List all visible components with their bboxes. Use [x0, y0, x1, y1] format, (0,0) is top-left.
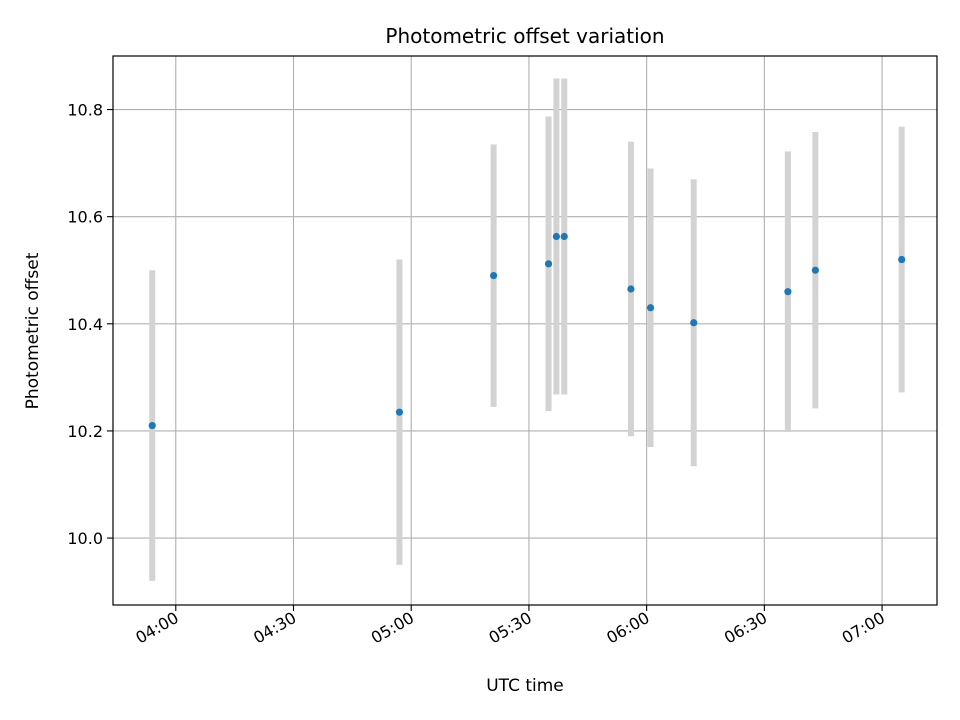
x-axis-label: UTC time: [486, 676, 564, 696]
data-point: [552, 232, 560, 241]
data-point: [627, 285, 635, 293]
data-point: [690, 319, 698, 327]
data-points: [148, 232, 906, 430]
y-tick-label: 10.8: [67, 101, 103, 120]
chart-title: Photometric offset variation: [385, 24, 664, 48]
data-point: [646, 304, 655, 312]
data-point: [560, 232, 568, 241]
data-point: [784, 288, 792, 296]
y-tick-label: 10.6: [67, 208, 103, 227]
data-point: [395, 408, 404, 416]
data-point: [898, 255, 906, 264]
y-axis-label: Photometric offset: [23, 252, 43, 409]
plot-frame: [112, 55, 938, 606]
y-tick-label: 10.4: [67, 315, 103, 334]
y-axis-ticks: 10.0 10.2 10.4 10.6 10.8: [67, 101, 113, 548]
data-point: [148, 421, 156, 430]
y-tick-label: 10.2: [67, 422, 103, 441]
data-point: [544, 260, 553, 268]
y-tick-label: 10.0: [67, 529, 103, 548]
data-point: [490, 272, 498, 280]
data-point: [811, 266, 819, 274]
grid: [113, 56, 937, 605]
